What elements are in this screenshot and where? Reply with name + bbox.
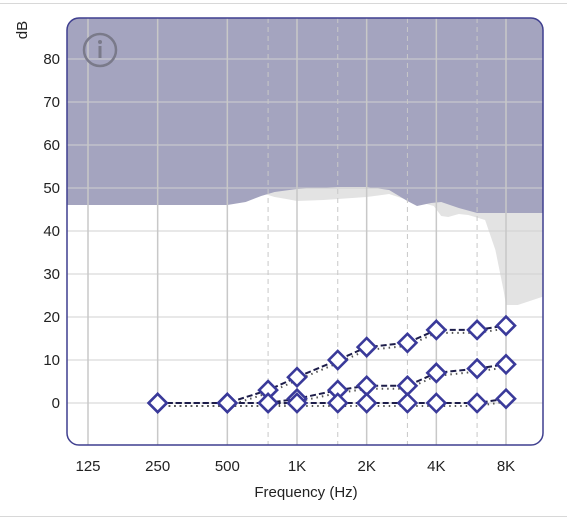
series-line-3 <box>157 397 507 404</box>
data-point-marker[interactable] <box>466 357 488 380</box>
y-tick-label: 50 <box>43 180 60 197</box>
data-point-marker[interactable] <box>495 387 517 410</box>
data-point-marker[interactable] <box>216 392 239 414</box>
y-tick-label: 20 <box>43 309 60 326</box>
data-point-marker[interactable] <box>466 319 488 341</box>
x-tick-label: 125 <box>75 458 100 475</box>
series-line-dotted-1 <box>157 327 507 407</box>
y-tick-labels: 0 10 20 30 40 50 60 70 80 <box>43 51 60 412</box>
data-point-marker[interactable] <box>495 314 517 337</box>
data-point-marker[interactable] <box>286 366 308 389</box>
y-axis-label: dB <box>14 21 31 39</box>
data-point-marker[interactable] <box>495 353 517 376</box>
series-markers <box>146 314 517 414</box>
y-tick-label: 30 <box>43 266 60 283</box>
data-point-marker[interactable] <box>146 392 169 414</box>
data-point-marker[interactable] <box>326 392 349 414</box>
bottom-divider <box>0 516 567 517</box>
data-point-marker[interactable] <box>425 362 448 384</box>
data-point-marker[interactable] <box>257 392 279 414</box>
series-line-dotted-2 <box>157 366 507 407</box>
data-point-marker[interactable] <box>355 336 378 358</box>
top-divider <box>0 3 567 4</box>
x-tick-label: 500 <box>215 458 240 475</box>
x-tick-label: 4K <box>427 458 445 475</box>
y-tick-label: 80 <box>43 51 60 68</box>
data-point-marker[interactable] <box>425 392 448 414</box>
x-tick-label: 250 <box>145 458 170 475</box>
data-point-marker[interactable] <box>466 392 488 414</box>
x-tick-label: 1K <box>288 458 306 475</box>
data-point-marker[interactable] <box>425 319 448 341</box>
x-tick-labels: 125 250 500 1K 2K 4K 8K <box>75 458 515 475</box>
data-point-marker[interactable] <box>396 392 419 414</box>
series-lines <box>157 324 507 407</box>
data-point-marker[interactable] <box>286 392 308 414</box>
data-point-marker[interactable] <box>396 331 419 354</box>
data-point-marker[interactable] <box>326 349 349 371</box>
plot-frame <box>66 17 544 446</box>
x-tick-label: 8K <box>497 458 515 475</box>
y-tick-label: 60 <box>43 137 60 154</box>
y-tick-label: 0 <box>52 395 60 412</box>
shaded-threshold-region <box>67 18 543 213</box>
y-tick-label: 70 <box>43 94 60 111</box>
info-icon[interactable] <box>82 32 118 68</box>
data-point-marker[interactable] <box>355 392 378 414</box>
y-tick-label: 40 <box>43 223 60 240</box>
x-axis-label: Frequency (Hz) <box>254 484 357 501</box>
series-line-1 <box>157 324 507 404</box>
x-tick-label: 2K <box>357 458 375 475</box>
y-tick-label: 10 <box>43 352 60 369</box>
